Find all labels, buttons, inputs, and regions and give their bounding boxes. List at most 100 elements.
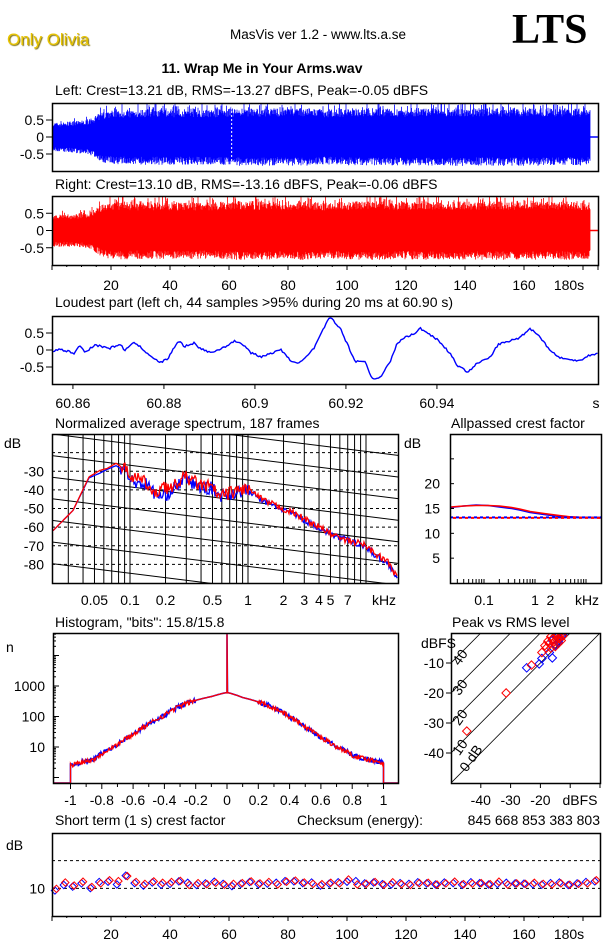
x-tick-label: 1 <box>244 592 252 608</box>
crest-point-right <box>352 880 362 889</box>
crest-point-right <box>583 878 592 888</box>
spectrum-right <box>52 462 398 576</box>
x-tick-label: 5 <box>327 592 335 608</box>
crest-point-left <box>147 878 157 887</box>
crest-point-right <box>512 878 522 888</box>
waveform-1 <box>52 196 598 260</box>
crest-point-right <box>140 879 150 889</box>
crest-point-right <box>547 880 557 889</box>
crest-point-right <box>441 878 451 888</box>
crest-point-left <box>448 878 458 888</box>
slope-line <box>52 650 398 693</box>
crest-point-right <box>202 879 212 889</box>
artist-name: Only Olivia <box>7 30 90 49</box>
x-tick-label: 140 <box>453 926 477 942</box>
peak-rms-title: Peak vs RMS level <box>452 614 569 630</box>
crest-point-left <box>510 878 520 888</box>
x-tick-label: 60.86 <box>55 395 90 411</box>
crest-point-right <box>397 879 406 889</box>
crest-point-right <box>591 875 601 885</box>
scatter-point-right <box>526 660 537 671</box>
crest-point-right <box>299 878 309 887</box>
x-tick-label: 80 <box>280 277 296 293</box>
scatter-point-left <box>544 647 555 658</box>
x-tick-label: 140 <box>453 277 477 293</box>
y-tick-label: -70 <box>24 538 44 554</box>
crest-point-right <box>246 877 256 886</box>
histogram-right <box>53 634 398 784</box>
crest-point-right <box>87 882 97 892</box>
crest-point-right <box>220 880 229 890</box>
x-tick-label: 0.2 <box>156 592 176 608</box>
y-tick-label: -40 <box>424 745 444 761</box>
crest-point-right <box>317 879 327 889</box>
x-tick-label: 0.2 <box>249 792 269 808</box>
x-tick-label: 100 <box>335 277 359 293</box>
crest-point-left <box>360 878 370 888</box>
y-tick-label: 20 <box>424 476 440 492</box>
x-tick-label: 60 <box>221 926 237 942</box>
crest-point-right <box>344 875 353 884</box>
short-term-crest-title: Short term (1 s) crest factor <box>55 812 226 828</box>
short-term-frame <box>51 832 602 918</box>
y-tick-label: 0 <box>36 342 44 358</box>
crest-point-right <box>335 878 345 888</box>
allpass-frame <box>449 433 603 585</box>
crest-point-left <box>174 877 184 886</box>
crest-line <box>451 633 541 724</box>
crest-point-right <box>105 875 114 885</box>
histogram-left <box>53 634 398 784</box>
x-tick-label: 160 <box>512 277 536 293</box>
crest-point-right <box>229 879 238 889</box>
waveform-frame <box>51 195 600 267</box>
crest-point-right <box>388 877 398 887</box>
y-tick-label: 0 <box>36 223 44 239</box>
crest-point-right <box>52 884 61 894</box>
crest-point-right <box>459 879 468 889</box>
crest-line <box>451 633 571 754</box>
crest-point-right <box>78 877 88 887</box>
checksum-label: Checksum (energy): <box>297 812 423 828</box>
y-tick-label: 0.5 <box>25 112 45 128</box>
allpass-title: Allpassed crest factor <box>451 415 585 431</box>
x-tick-label: 4 <box>315 592 323 608</box>
crest-point-right <box>485 879 495 889</box>
crest-point-right <box>114 876 123 886</box>
slope-line <box>52 476 398 521</box>
y-axis-label: dBFS <box>421 635 456 651</box>
crest-point-right <box>432 880 442 889</box>
crest-point-left <box>395 878 405 888</box>
slope-line <box>52 498 398 543</box>
scatter-point-right <box>545 643 556 653</box>
x-unit-label: kHz <box>372 592 396 608</box>
y-tick-label: 5 <box>432 550 440 566</box>
file-title: 11. Wrap Me in Your Arms.wav <box>161 60 363 76</box>
x-tick-label: 3 <box>300 592 308 608</box>
y-tick-label: -0.5 <box>20 359 44 375</box>
x-tick-label: 1 <box>531 592 539 608</box>
x-tick-label: 180s <box>554 277 584 293</box>
crest-point-right <box>565 880 575 890</box>
crest-point-right <box>556 878 566 888</box>
scatter-point-left <box>521 662 532 673</box>
crest-point-left <box>422 878 432 888</box>
crest-point-right <box>60 878 70 887</box>
slope-line <box>52 434 398 478</box>
crest-point-right <box>379 880 389 890</box>
x-tick-label: 0 <box>223 792 231 808</box>
crest-point-left <box>298 878 308 888</box>
histogram-frame <box>52 632 400 785</box>
crest-point-right <box>326 878 336 888</box>
crest-point-right <box>450 877 460 887</box>
crest-point-right <box>184 880 194 890</box>
spectrum-title: Normalized average spectrum, 187 frames <box>55 415 320 431</box>
slope-line <box>221 434 398 456</box>
crest-point-left <box>546 878 555 888</box>
scatter-point-left <box>536 653 547 664</box>
y-tick-label: -20 <box>424 685 444 701</box>
crest-point-left <box>484 880 493 889</box>
crest-point-right <box>193 878 203 888</box>
x-tick-label: 180s <box>554 926 584 942</box>
y-tick-label: 15 <box>424 501 440 517</box>
